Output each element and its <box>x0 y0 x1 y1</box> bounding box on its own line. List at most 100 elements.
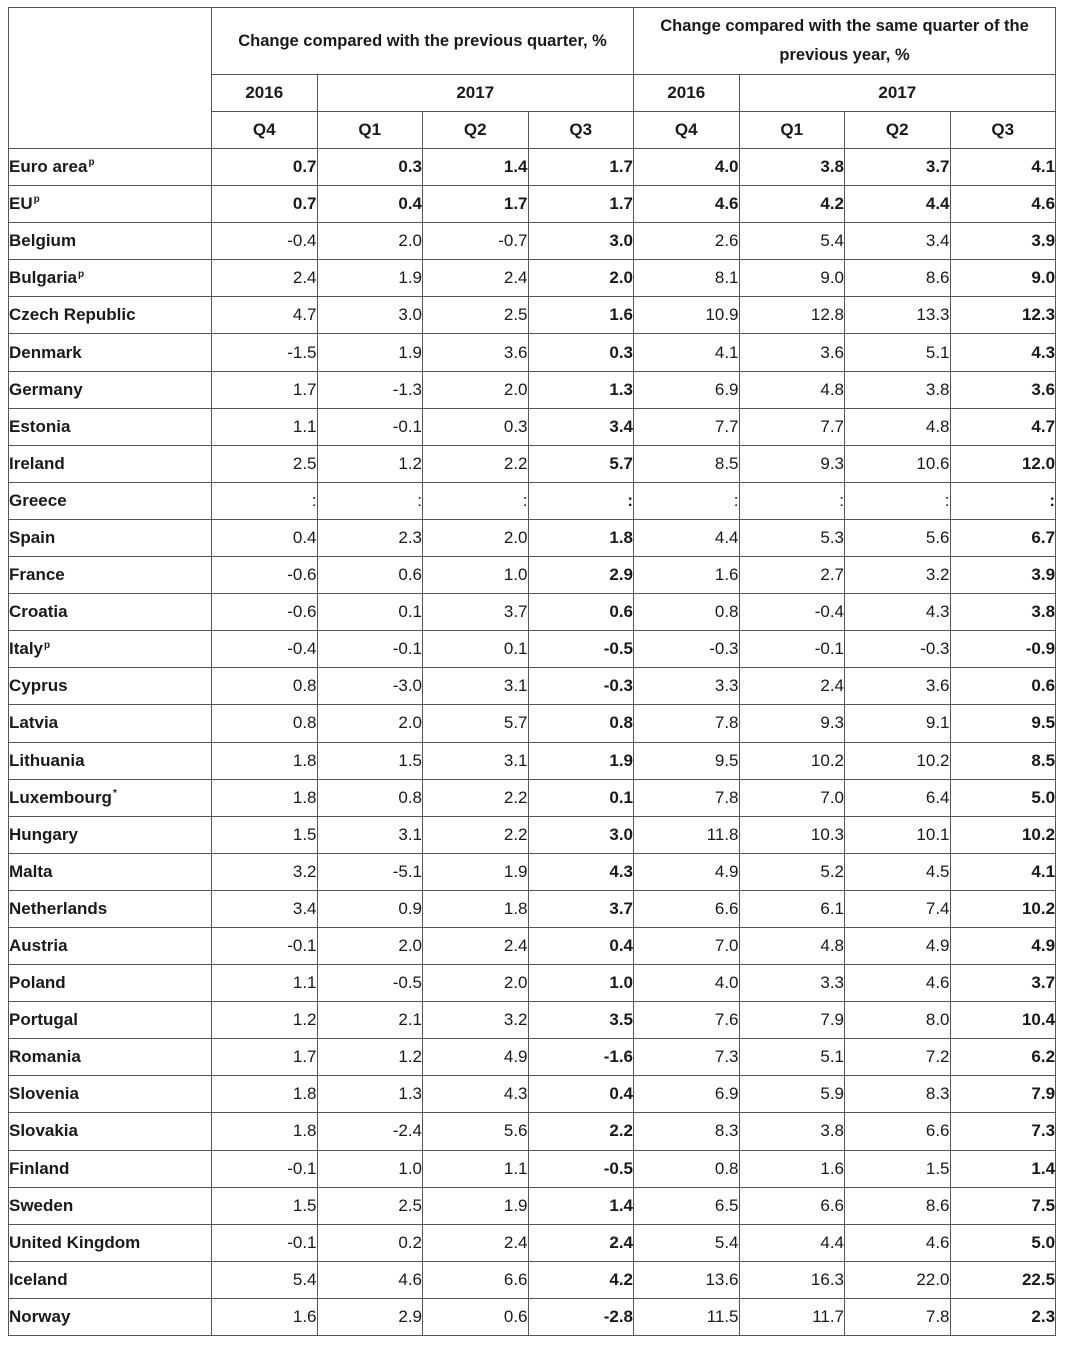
country-cell: Italyp <box>8 630 212 669</box>
value-cell: -0.4 <box>738 593 846 632</box>
year-header: 2016 <box>633 74 740 112</box>
country-name: Spain <box>9 527 56 547</box>
quarter-header: Q2 <box>844 111 951 149</box>
country-cell: Iceland <box>8 1260 212 1299</box>
country-name: Finland <box>9 1158 70 1178</box>
country-name: Slovenia <box>9 1084 79 1104</box>
value-cell: 5.6 <box>422 1112 529 1151</box>
table-row: France -0.6 0.6 1.0 2.9 1.6 2.7 3.2 3.9 <box>8 556 1057 595</box>
value-cell: 6.6 <box>844 1112 951 1151</box>
value-cell: 4.3 <box>422 1075 529 1114</box>
value-cell: 6.7 <box>949 518 1057 558</box>
value-cell: 1.2 <box>316 444 423 483</box>
value-cell: 1.6 <box>633 556 740 595</box>
value-cell: 3.0 <box>316 296 423 335</box>
value-cell: 1.8 <box>422 889 529 928</box>
value-cell: -0.1 <box>738 630 846 669</box>
table-row: Bulgariap 2.4 1.9 2.4 2.0 8.1 9.0 8.6 9.0 <box>8 259 1057 298</box>
table-row: Italyp -0.4 -0.1 0.1 -0.5 -0.3 -0.1 -0.3 -0.9 <box>8 630 1057 669</box>
value-cell: 3.7 <box>949 964 1057 1003</box>
country-cell: Hungary <box>8 815 212 854</box>
table-row: Denmark -1.5 1.9 3.6 0.3 4.1 3.6 5.1 4.3 <box>8 333 1057 372</box>
value-cell: 7.5 <box>949 1186 1057 1225</box>
value-cell: 4.6 <box>633 185 740 224</box>
value-cell: 4.1 <box>949 852 1057 891</box>
quarter-header: Q1 <box>316 111 423 149</box>
table-row: Czech Republic 4.7 3.0 2.5 1.6 10.9 12.8 13.3 12… <box>8 296 1057 335</box>
country-name: Austria <box>9 936 68 956</box>
table-body: Euro areap 0.7 0.3 1.4 1.7 4.0 3.8 3.7 4.1 EUp 0.7… <box>8 147 1057 1337</box>
value-cell: 2.5 <box>316 1186 423 1225</box>
value-cell: 3.9 <box>949 222 1057 261</box>
value-cell: 4.3 <box>949 333 1057 372</box>
value-cell: 1.0 <box>316 1149 423 1188</box>
value-cell: 10.2 <box>949 815 1057 854</box>
table-row: Iceland 5.4 4.6 6.6 4.2 13.6 16.3 22.0 22.5 <box>8 1260 1057 1299</box>
value-cell: 2.5 <box>211 444 318 483</box>
value-cell: 7.8 <box>844 1297 951 1337</box>
table-row: Euro areap 0.7 0.3 1.4 1.7 4.0 3.8 3.7 4.1 <box>8 147 1057 187</box>
value-cell: : <box>633 481 740 520</box>
value-cell: 4.2 <box>527 1260 635 1299</box>
value-cell: 4.4 <box>738 1223 846 1262</box>
value-cell: 2.4 <box>211 259 318 298</box>
value-cell: 4.7 <box>211 296 318 335</box>
value-cell: 2.0 <box>422 370 529 409</box>
value-cell: 3.0 <box>527 815 635 854</box>
country-name: United Kingdom <box>9 1232 141 1252</box>
country-name: Netherlands <box>9 898 108 918</box>
value-cell: -1.3 <box>316 370 423 409</box>
value-cell: -0.6 <box>211 593 318 632</box>
value-cell: 4.2 <box>738 185 846 224</box>
value-cell: 8.3 <box>844 1075 951 1114</box>
country-cell: Portugal <box>8 1001 212 1040</box>
value-cell: 10.1 <box>844 815 951 854</box>
value-cell: 5.4 <box>211 1260 318 1299</box>
value-cell: 1.8 <box>211 1112 318 1151</box>
value-cell: 2.0 <box>316 704 423 743</box>
value-cell: 3.8 <box>844 370 951 409</box>
year-header: 2017 <box>738 74 1057 112</box>
value-cell: -5.1 <box>316 852 423 891</box>
value-cell: 4.9 <box>844 926 951 966</box>
country-name: EU <box>9 194 33 214</box>
value-cell: 4.6 <box>844 964 951 1003</box>
value-cell: 0.6 <box>949 667 1057 706</box>
value-cell: 7.6 <box>633 1001 740 1040</box>
value-cell: -0.4 <box>211 222 318 261</box>
value-cell: 0.1 <box>422 630 529 669</box>
value-cell: 2.0 <box>316 222 423 261</box>
table-row: Slovenia 1.8 1.3 4.3 0.4 6.9 5.9 8.3 7.9 <box>8 1075 1057 1114</box>
value-cell: 7.3 <box>949 1112 1057 1151</box>
value-cell: 3.4 <box>211 889 318 928</box>
table-row: Netherlands 3.4 0.9 1.8 3.7 6.6 6.1 7.4 10.2 <box>8 889 1057 928</box>
value-cell: 1.2 <box>316 1038 423 1077</box>
value-cell: 0.4 <box>316 185 423 224</box>
value-cell: 0.8 <box>633 593 740 632</box>
country-cell: Poland <box>8 964 212 1003</box>
country-cell: EUp <box>8 185 212 224</box>
value-cell: 4.7 <box>949 407 1057 446</box>
country-cell: Euro areap <box>8 147 212 187</box>
value-cell: 2.2 <box>422 444 529 483</box>
country-name: Portugal <box>9 1010 78 1030</box>
value-cell: 5.9 <box>738 1075 846 1114</box>
country-cell: Germany <box>8 370 212 409</box>
value-cell: 2.0 <box>527 259 635 298</box>
country-name: Belgium <box>9 231 77 251</box>
country-cell: United Kingdom <box>8 1223 212 1262</box>
value-cell: 11.7 <box>738 1297 846 1337</box>
value-cell: 7.0 <box>738 778 846 817</box>
table-row: Luxembourg* 1.8 0.8 2.2 0.1 7.8 7.0 6.4 5.0 <box>8 778 1057 817</box>
value-cell: 0.6 <box>527 593 635 632</box>
value-cell: 6.5 <box>633 1186 740 1225</box>
country-cell: Sweden <box>8 1186 212 1225</box>
value-cell: 7.8 <box>633 704 740 743</box>
value-cell: -0.5 <box>316 964 423 1003</box>
value-cell: 3.2 <box>422 1001 529 1040</box>
value-cell: 3.3 <box>633 667 740 706</box>
value-cell: 7.9 <box>738 1001 846 1040</box>
value-cell: 0.9 <box>316 889 423 928</box>
value-cell: 0.1 <box>316 593 423 632</box>
value-cell: 5.3 <box>738 518 846 558</box>
